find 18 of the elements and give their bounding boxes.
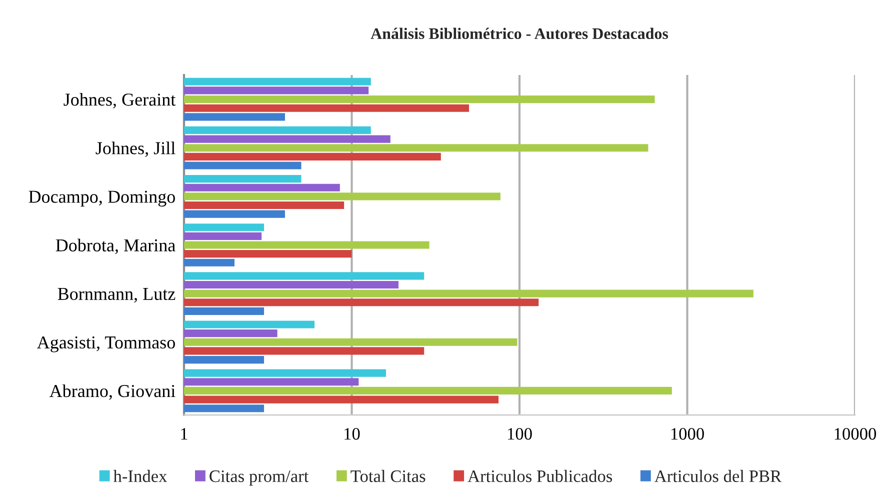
y-tick-label: Agasisti, Tommaso — [36, 336, 175, 352]
y-tick-label: Dobrota, Marina — [56, 238, 176, 254]
legend-label: h-Index — [113, 470, 168, 482]
x-tick-label: 1000 — [671, 428, 704, 440]
legend-label: Total Citas — [350, 470, 426, 482]
y-tick-label: Docampo, Domingo — [28, 190, 175, 207]
chart-title: Análisis Bibliométrico - Autores Destacados — [370, 28, 668, 40]
x-tick-label: 100 — [508, 428, 532, 440]
legend-label: Articulos Publicados — [468, 470, 612, 482]
y-tick-label: Bornmann, Lutz — [58, 288, 176, 303]
legend-label: Citas prom/art — [210, 470, 309, 486]
legend-label: Articulos del PBR — [654, 470, 782, 482]
y-tick-label: Abramo, Giovani — [49, 384, 176, 400]
x-tick-label: 1 — [181, 428, 188, 440]
x-tick-label: 10000 — [834, 428, 876, 440]
y-tick-label: Johnes, Jill — [96, 142, 176, 157]
x-tick-label: 10 — [344, 428, 360, 440]
y-tick-label: Johnes, Geraint — [64, 93, 176, 108]
